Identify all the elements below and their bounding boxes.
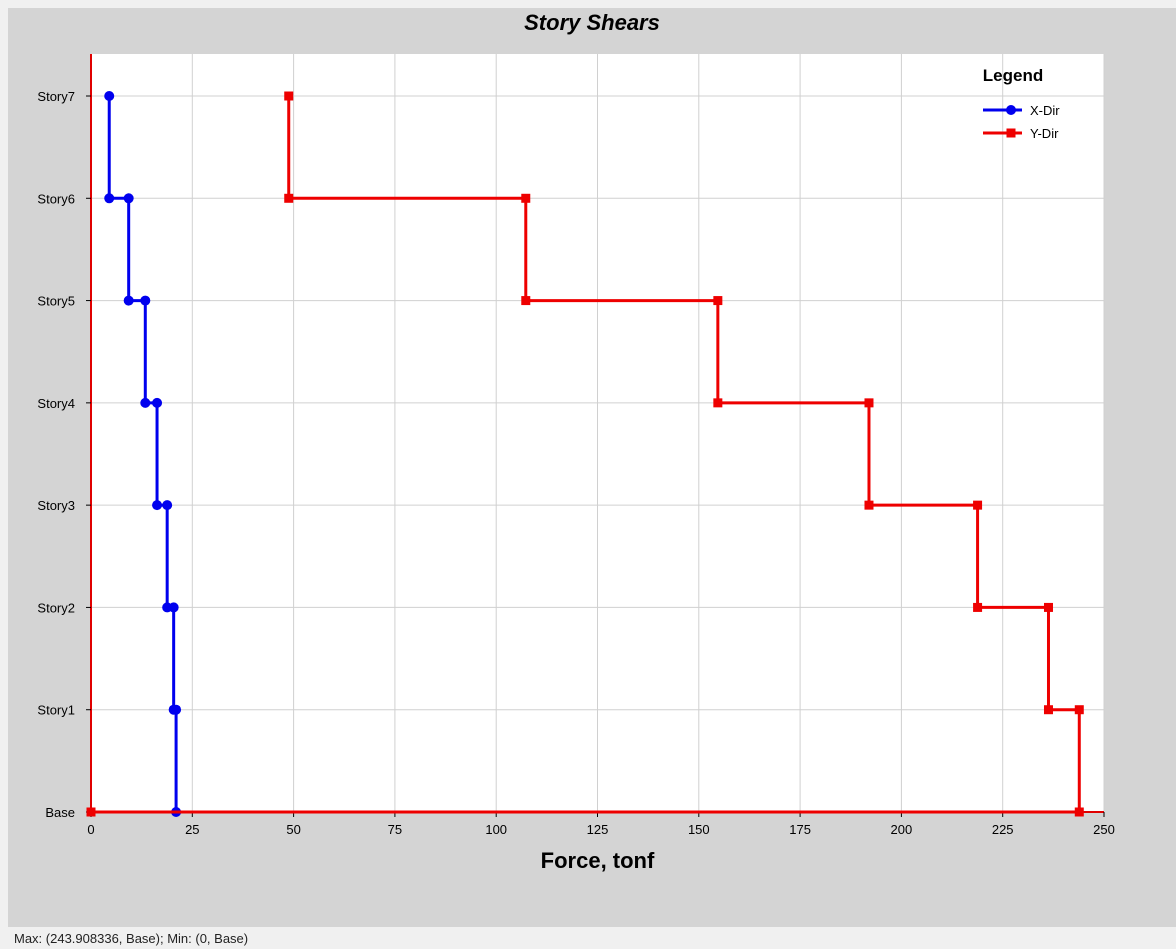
grid-lines (90, 54, 1105, 813)
status-text: Max: (243.908336, Base); Min: (0, Base) (14, 931, 249, 946)
y-tick-label: Story1 (37, 703, 75, 718)
status-bar: Max: (243.908336, Base); Min: (0, Base) (8, 927, 1176, 949)
legend-title: Legend (983, 66, 1043, 85)
data-point (140, 397, 151, 408)
y-tick-label: Base (45, 805, 75, 820)
data-point (713, 296, 723, 306)
data-point (1074, 705, 1084, 715)
x-axis-title: Force, tonf (541, 848, 655, 873)
series-lines (86, 91, 1084, 817)
data-point (152, 500, 163, 511)
y-tick-label: Story3 (37, 498, 75, 513)
x-tick-label: 200 (891, 822, 913, 837)
y-tick-label: Story4 (37, 396, 75, 411)
series-x-dir (104, 91, 182, 817)
data-point (1074, 807, 1084, 817)
y-tick-label: Story2 (37, 600, 75, 615)
data-point (1043, 705, 1053, 715)
legend-item-x-dir: X-Dir (983, 103, 1060, 118)
y-tick-label: Story7 (37, 89, 75, 104)
legend-label: Y-Dir (1030, 126, 1059, 141)
data-point (713, 398, 723, 408)
x-tick-label: 250 (1093, 822, 1115, 837)
data-point (284, 193, 294, 203)
chart-title: Story Shears (524, 10, 660, 35)
x-tick-label: 25 (185, 822, 199, 837)
series-line-x-dir (107, 96, 178, 812)
story-shears-chart: 0 25 50 75 100 125 150 175 200 225 250 Base Story1 St… (37, 54, 1115, 873)
legend-items: X-Dir Y-Dir (983, 103, 1060, 141)
data-point (123, 193, 134, 204)
y-tick-label: Story6 (37, 191, 75, 206)
series-y-dir (86, 91, 1084, 817)
x-tick-label: 125 (587, 822, 609, 837)
data-point (973, 500, 983, 510)
data-point (152, 397, 163, 408)
legend-label: X-Dir (1030, 103, 1060, 118)
data-point (123, 295, 134, 306)
data-point (1043, 602, 1053, 612)
legend-marker (1006, 128, 1016, 138)
x-tick-label: 75 (388, 822, 402, 837)
data-point (973, 602, 983, 612)
data-point (864, 500, 874, 510)
data-point (168, 602, 179, 613)
x-tick-label: 225 (992, 822, 1014, 837)
data-point (86, 807, 96, 817)
data-point (864, 398, 874, 408)
legend-item-y-dir: Y-Dir (983, 126, 1059, 141)
data-point (521, 296, 531, 306)
x-tick-label: 50 (286, 822, 300, 837)
data-point (162, 500, 173, 511)
data-point (521, 193, 531, 203)
x-tick-label: 0 (87, 822, 94, 837)
data-point (104, 91, 115, 101)
y-tick-label: Story5 (37, 294, 75, 309)
data-point (171, 704, 182, 715)
x-tick-label: 150 (688, 822, 710, 837)
legend: Legend X-Dir Y-Dir (983, 66, 1061, 141)
legend-marker (1006, 105, 1016, 115)
data-point (140, 295, 151, 306)
x-tick-label: 175 (789, 822, 811, 837)
x-tick-label: 100 (485, 822, 507, 837)
data-point (284, 91, 294, 101)
data-point (104, 193, 115, 204)
tick-labels: 0 25 50 75 100 125 150 175 200 225 250 Base Story1 St… (37, 89, 1114, 837)
